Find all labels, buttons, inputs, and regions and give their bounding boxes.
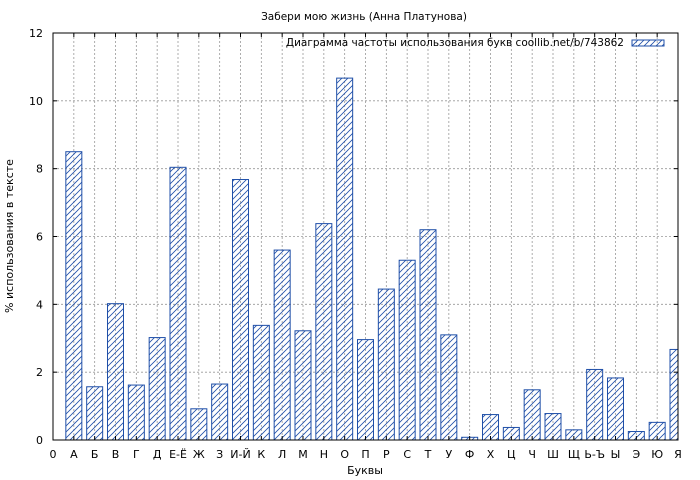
bar-Ж: [190, 408, 208, 441]
x-tick-label: Ж: [193, 448, 205, 461]
x-axis-label: Буквы: [347, 464, 383, 477]
x-tick-label: К: [257, 448, 265, 461]
bar-И-Й: [232, 179, 249, 441]
x-tick-label: Н: [320, 448, 328, 461]
y-tick-label: 4: [36, 298, 43, 311]
x-tick-label: Х: [487, 448, 495, 461]
x-tick-label: С: [403, 448, 411, 461]
x-tick-label: Щ: [568, 448, 580, 461]
y-tick-label: 10: [29, 95, 43, 108]
bar-К: [252, 324, 270, 441]
bar-С: [398, 259, 416, 441]
bar-В: [107, 303, 124, 441]
x-tick-label: Е-Ё: [169, 448, 187, 461]
bar-Д: [148, 337, 166, 441]
x-tick-label: Д: [153, 448, 162, 461]
x-tick-label: Т: [424, 448, 432, 461]
x-tick-label: М: [298, 448, 308, 461]
bar-Ы: [607, 377, 624, 441]
x-tick-label: П: [361, 448, 369, 461]
bar-П: [357, 339, 374, 441]
y-tick-label: 6: [36, 231, 43, 244]
x-tick-label: Б: [91, 448, 99, 461]
y-axis-label: % использования в тексте: [3, 159, 16, 313]
bar-З: [211, 383, 229, 441]
bars: [65, 77, 679, 441]
x-tick-label: Ч: [528, 448, 536, 461]
bar-Н: [315, 223, 333, 441]
bar-А: [65, 151, 83, 441]
bar-О: [336, 77, 354, 441]
x-tick-label: Э: [632, 448, 640, 461]
x-tick-label: Ы: [611, 448, 621, 461]
x-tick-label: Ю: [651, 448, 663, 461]
y-tick-label: 0: [36, 434, 43, 447]
x-tick-label: Ш: [547, 448, 559, 461]
bar-Л: [273, 249, 291, 441]
bar-Б: [86, 386, 104, 441]
legend-label: Диаграмма частоты использования букв coo…: [286, 37, 624, 49]
bar-Г: [127, 384, 145, 441]
x-tick-label: Р: [383, 448, 390, 461]
bar-Р: [377, 288, 395, 441]
grid: [53, 33, 678, 440]
x-tick-label: Ф: [465, 448, 474, 461]
x-tick-label: В: [112, 448, 120, 461]
legend: Диаграмма частоты использования букв coo…: [286, 37, 665, 49]
x-tick-label: О: [340, 448, 349, 461]
x-tick-label: Ь-Ъ: [584, 448, 605, 461]
bar-Т: [419, 229, 437, 441]
bar-Ч: [523, 389, 541, 441]
legend-swatch: [631, 39, 665, 47]
x-tick-label: У: [445, 448, 452, 461]
x-tick-label: Г: [133, 448, 140, 461]
y-tick-label: 2: [36, 366, 43, 379]
x-tick-label: И-Й: [230, 448, 250, 461]
x-tick-label: Л: [278, 448, 286, 461]
chart-title: Забери мою жизнь (Анна Платунова): [261, 11, 467, 23]
x-tick-label: А: [70, 448, 78, 461]
bar-Ь-Ъ: [586, 368, 604, 441]
x-tick-label: Ц: [507, 448, 516, 461]
y-tick-label: 8: [36, 163, 43, 176]
x-tick-label: 0: [50, 448, 57, 461]
bar-Я: [669, 348, 679, 441]
y-tick-label: 12: [29, 27, 43, 40]
x-tick-label: Я: [674, 448, 682, 461]
bar-У: [440, 334, 458, 441]
bar-М: [294, 330, 312, 441]
bar-Е-Ё: [169, 166, 187, 441]
x-tick-label: З: [216, 448, 223, 461]
